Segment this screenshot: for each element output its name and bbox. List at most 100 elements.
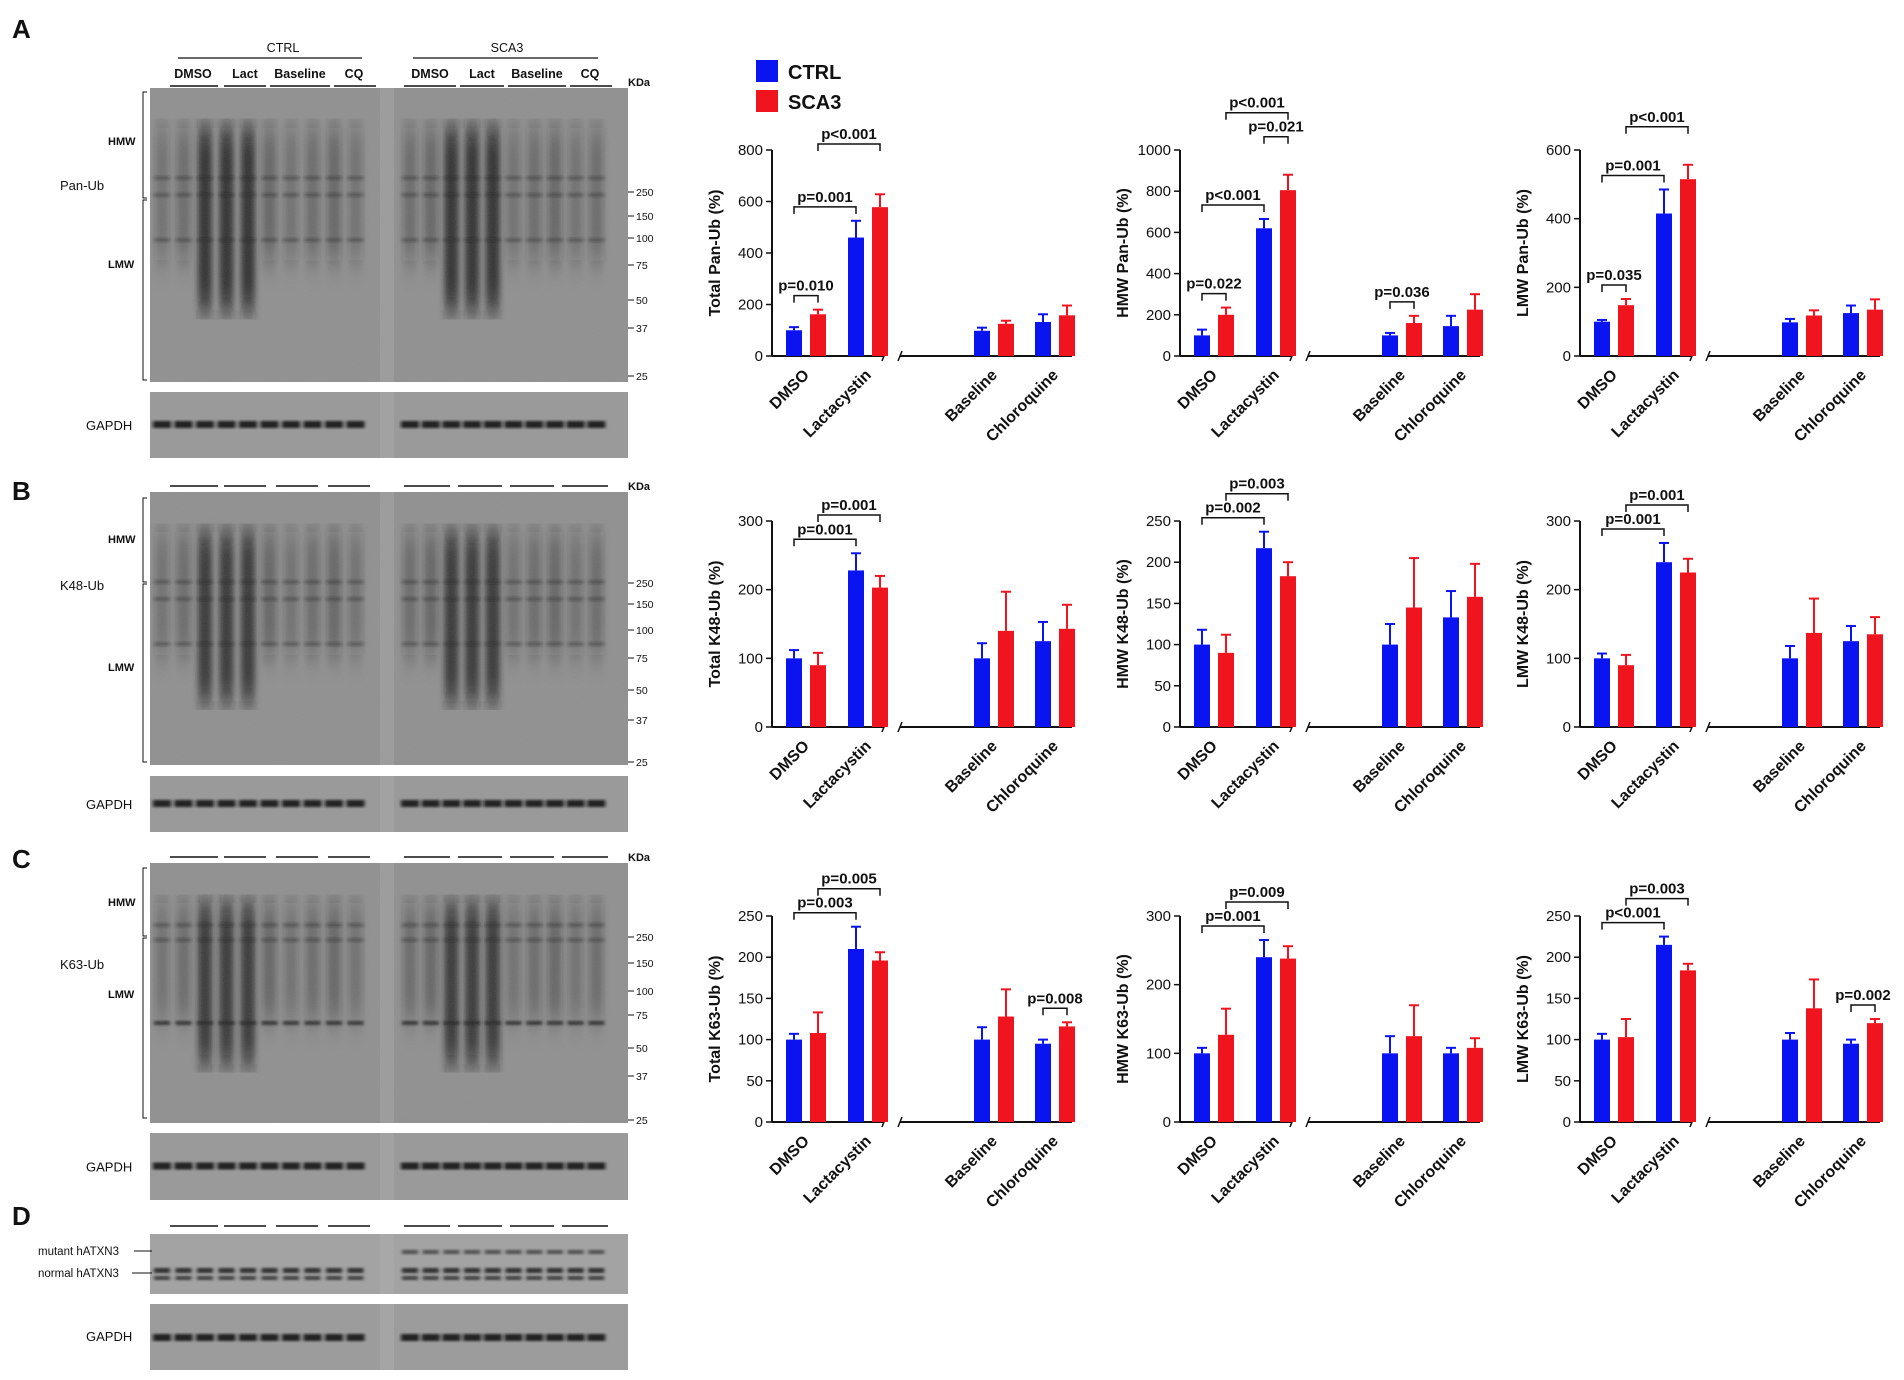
gapdh-band [303, 1334, 322, 1341]
gapdh-band [153, 1162, 171, 1170]
normal-atxn3-band [197, 1268, 213, 1273]
gapdh-gap [380, 1133, 394, 1200]
bar-ctrl-chloroquine [1443, 1053, 1459, 1122]
gapdh-band [483, 800, 502, 807]
gapdh-band [153, 800, 171, 807]
bar-ctrl-chloroquine [1035, 1043, 1051, 1122]
y-tick-label: 200 [738, 582, 763, 599]
gapdh-gap [380, 392, 394, 458]
gapdh-band [483, 1162, 502, 1170]
bar-ctrl-lactacystin [1656, 562, 1672, 727]
gapdh-band [442, 1334, 461, 1341]
significance-bracket [1201, 516, 1265, 525]
marker-label-100: 100 [636, 233, 654, 245]
axis-break [1705, 721, 1711, 733]
gapdh-band [587, 1162, 606, 1170]
gapdh-band [303, 421, 322, 428]
marker-label-75: 75 [636, 653, 648, 665]
normal-atxn3-band [526, 1276, 543, 1280]
significance-bracket [1201, 292, 1227, 301]
gapdh-band [282, 1162, 300, 1170]
bar-ctrl-baseline [1382, 335, 1398, 356]
y-tick-label: 0 [1563, 348, 1571, 365]
axis-break [1705, 350, 1711, 362]
bar-ctrl-chloroquine [1843, 313, 1859, 356]
p-value-label: p=0.008 [1027, 990, 1082, 1007]
p-value-label: p=0.001 [797, 521, 852, 538]
gapdh-band [463, 1334, 482, 1341]
normal-atxn3-band [546, 1276, 563, 1280]
gapdh-band [239, 421, 257, 428]
legend-label-ctrl: CTRL [788, 62, 841, 84]
significance-bracket [793, 538, 857, 547]
bar-sca3-chloroquine [1867, 634, 1883, 727]
x-tick-label-baseline: Baseline [1750, 367, 1809, 426]
axis-break [897, 350, 903, 362]
bar-ctrl-dmso [1594, 658, 1610, 727]
y-tick-label: 0 [755, 1114, 763, 1131]
bar-sca3-baseline [998, 630, 1014, 727]
gapdh-band [346, 1334, 365, 1341]
bar-sca3-dmso [1618, 1037, 1634, 1122]
normal-atxn3-band [567, 1276, 584, 1280]
gapdh-band [401, 1162, 419, 1170]
y-axis-label: Total K48-Ub (%) [707, 561, 724, 688]
x-tick-label-baseline: Baseline [1350, 1133, 1409, 1192]
y-axis-label: LMW K63-Ub (%) [1515, 955, 1532, 1083]
gapdh-band [239, 1162, 257, 1170]
bar-ctrl-chloroquine [1843, 1043, 1859, 1122]
mutant-atxn3-band [484, 1250, 501, 1254]
p-value-label: p=0.010 [778, 278, 833, 295]
gapdh-band [239, 1334, 257, 1341]
x-tick-label-dmso: DMSO [1575, 367, 1621, 413]
bar-sca3-baseline [1406, 607, 1422, 727]
bar-ctrl-chloroquine [1443, 326, 1459, 356]
gapdh-gap-d [380, 1304, 394, 1370]
blot-gap [380, 88, 394, 382]
mutant-atxn3-band [464, 1250, 481, 1254]
mutant-atxn3-label: mutant hATXN3 [38, 1246, 119, 1258]
kda-label: KDa [628, 481, 651, 493]
bar-ctrl-dmso [1194, 1053, 1210, 1122]
bar-sca3-lactacystin [1680, 572, 1696, 727]
atxn3-bands [154, 1250, 605, 1280]
marker-label-37: 37 [636, 323, 648, 335]
hmw-label: HMW [108, 136, 136, 148]
marker-label-75: 75 [636, 1010, 648, 1022]
normal-atxn3-band [240, 1276, 256, 1280]
y-tick-label: 600 [738, 194, 763, 211]
normal-atxn3-band [588, 1276, 605, 1280]
gapdh-band [421, 1334, 440, 1341]
normal-atxn3-label: normal hATXN3 [38, 1268, 119, 1280]
axis-break [897, 721, 903, 733]
normal-atxn3-band [154, 1276, 170, 1280]
kda-label: KDa [628, 852, 651, 864]
y-tick-label: 800 [738, 142, 763, 159]
panel-letter-a: A [12, 14, 31, 44]
legend-label-sca3: SCA3 [788, 92, 841, 114]
x-tick-label-baseline: Baseline [1750, 738, 1809, 797]
significance-bracket [793, 206, 857, 214]
p-value-label: p=0.001 [1605, 511, 1660, 528]
y-tick-label: 100 [1546, 1032, 1571, 1049]
bar-sca3-chloroquine [1467, 596, 1483, 727]
p-value-label: p=0.022 [1186, 276, 1241, 293]
normal-atxn3-band [261, 1276, 278, 1280]
lmw-label: LMW [108, 662, 135, 674]
gapdh-bands [153, 800, 606, 807]
gapdh-band [346, 1162, 365, 1170]
gapdh-band [325, 421, 343, 428]
gapdh-band [566, 1334, 585, 1341]
y-tick-label: 200 [1546, 949, 1571, 966]
lane-label-dmso-sca3: DMSO [411, 67, 449, 81]
bar-sca3-lactacystin [872, 960, 888, 1122]
y-tick-label: 100 [738, 650, 763, 667]
p-value-label: p=0.003 [797, 895, 852, 912]
blot-gap [380, 863, 394, 1123]
p-value-label: p=0.035 [1586, 267, 1641, 284]
x-tick-label-dmso: DMSO [1575, 1133, 1621, 1179]
lane-label-cq-sca3: CQ [581, 67, 600, 81]
significance-bracket [1201, 925, 1265, 934]
